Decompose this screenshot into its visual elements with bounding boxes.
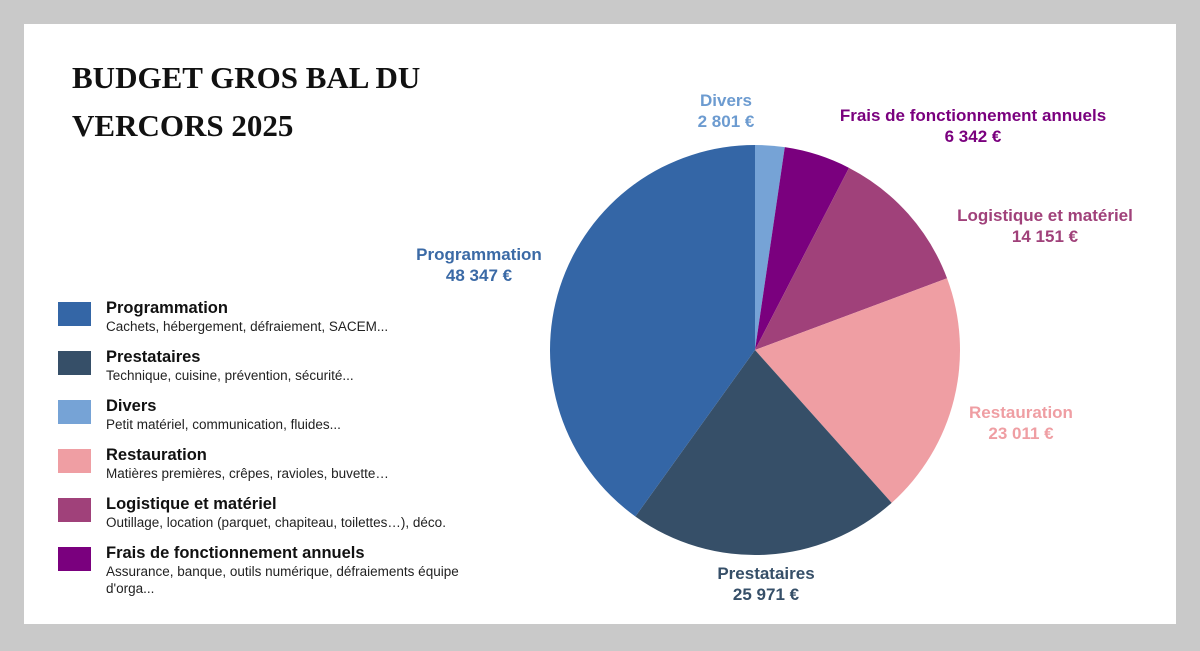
chart-card: BUDGET GROS BAL DU VERCORS 2025 Programm… <box>24 24 1176 624</box>
slice-label-value: 14 151 € <box>1012 227 1079 246</box>
chart-title: BUDGET GROS BAL DU VERCORS 2025 <box>72 54 532 150</box>
legend: Programmation Cachets, hébergement, défr… <box>58 298 528 596</box>
legend-item-description: Outillage, location (parquet, chapiteau,… <box>106 515 446 530</box>
legend-item-restauration: Restauration Matières premières, crêpes,… <box>58 445 528 494</box>
legend-item-description: Cachets, hébergement, défraiement, SACEM… <box>106 319 389 334</box>
legend-swatch <box>58 351 91 375</box>
pie-chart: Divers 2 801 € Frais de fonctionnement ann… <box>416 91 1133 604</box>
legend-item-frais: Frais de fonctionnement annuels Assuranc… <box>58 543 528 596</box>
pie-slice-prestataires <box>635 350 892 556</box>
legend-item-name: Prestataires <box>106 348 201 366</box>
slice-label-value: 6 342 € <box>945 127 1002 146</box>
slice-label-value: 25 971 € <box>733 585 800 604</box>
legend-item-name: Restauration <box>106 446 207 464</box>
legend-swatch <box>58 400 91 424</box>
legend-item-description: Assurance, banque, outils numérique, déf… <box>106 564 459 596</box>
legend-item-name: Divers <box>106 397 157 415</box>
slice-label-name: Divers <box>700 91 752 110</box>
slice-label-name: Logistique et matériel <box>957 206 1133 225</box>
legend-item-logistique: Logistique et matériel Outillage, locati… <box>58 494 528 543</box>
slice-label-name: Restauration <box>969 403 1073 422</box>
legend-item-programmation: Programmation Cachets, hébergement, défr… <box>58 298 528 347</box>
pie-slice-programmation <box>549 145 755 517</box>
legend-item-description: Matières premières, crêpes, ravioles, bu… <box>106 466 389 481</box>
legend-item-prestataires: Prestataires Technique, cuisine, prévent… <box>58 347 528 396</box>
legend-item-divers: Divers Petit matériel, communication, fl… <box>58 396 528 445</box>
legend-item-description: Petit matériel, communication, fluides..… <box>106 417 341 432</box>
slice-label-value: 23 011 € <box>988 424 1054 443</box>
title-line-1: BUDGET GROS BAL DU <box>72 60 421 95</box>
pie-slice-frais-de-fonctionnement-annuels <box>755 147 849 350</box>
pie-slice-restauration <box>755 278 961 503</box>
slice-label-value: 48 347 € <box>446 266 513 285</box>
legend-swatch <box>58 449 91 473</box>
legend-swatch <box>58 547 91 571</box>
title-line-2: VERCORS 2025 <box>72 108 294 143</box>
pie-slice-logistique-et-mat-riel <box>755 167 948 350</box>
legend-item-name: Frais de fonctionnement annuels <box>106 544 365 562</box>
legend-swatch <box>58 498 91 522</box>
slice-label-name: Programmation <box>416 245 542 264</box>
legend-item-name: Programmation <box>106 299 228 317</box>
pie-slice-divers <box>755 145 785 350</box>
legend-item-name: Logistique et matériel <box>106 495 277 513</box>
slice-label-value: 2 801 € <box>698 112 755 131</box>
legend-item-description: Technique, cuisine, prévention, sécurité… <box>106 368 354 383</box>
slice-label-name: Prestataires <box>717 564 814 583</box>
slice-label-name: Frais de fonctionnement annuels <box>840 106 1106 125</box>
legend-swatch <box>58 302 91 326</box>
